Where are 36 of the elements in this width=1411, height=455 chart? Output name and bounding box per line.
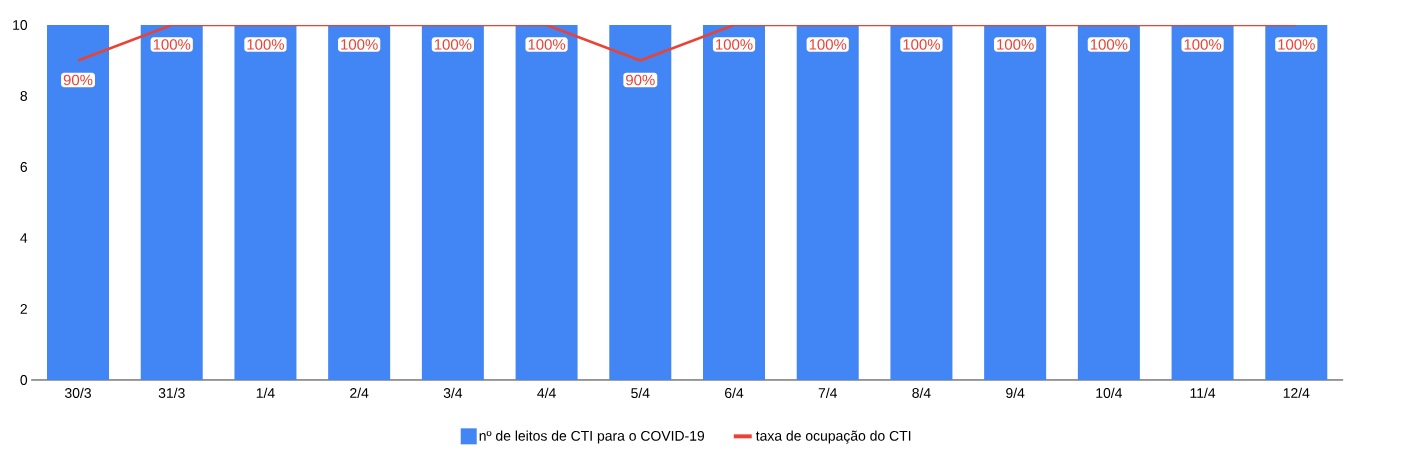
data-label: 90% [63, 74, 93, 86]
y-tick-label: 4 [20, 233, 28, 243]
x-tick-label: 5/4 [631, 387, 650, 398]
x-tick-label: 4/4 [537, 387, 556, 398]
data-label: 100% [716, 39, 753, 50]
data-label: 100% [1090, 39, 1128, 50]
data-label: 100% [247, 39, 285, 50]
legend-label: taxa de ocupação do CTI [755, 430, 911, 444]
legend-label: nº de leitos de CTI para o COVID-19 [479, 430, 705, 444]
x-tick-label: 8/4 [912, 387, 931, 398]
y-tick-label: 8 [20, 91, 28, 101]
data-label: 100% [1184, 39, 1222, 50]
x-tick-label: 2/4 [350, 387, 369, 398]
x-tick-label: 31/3 [158, 387, 185, 398]
x-tick-label: 12/4 [1283, 387, 1310, 398]
data-label: 100% [434, 39, 472, 50]
x-tick-label: 3/4 [443, 387, 463, 398]
data-label: 100% [809, 39, 847, 50]
data-label: 100% [341, 39, 378, 50]
y-tick-label: 6 [20, 162, 28, 172]
x-tick-label: 6/4 [725, 387, 744, 398]
data-label: 100% [528, 39, 566, 50]
x-tick-label: 11/4 [1190, 387, 1216, 398]
data-label: 90% [626, 74, 655, 86]
x-tick-label: 9/4 [1006, 387, 1025, 398]
y-tick-label: 10 [13, 20, 28, 30]
data-label: 100% [153, 39, 191, 50]
y-tick-label: 0 [20, 375, 28, 385]
x-tick-label: 30/3 [64, 387, 91, 398]
data-label: 100% [1278, 39, 1315, 50]
data-label: 100% [997, 39, 1034, 50]
x-tick-label: 7/4 [818, 387, 837, 398]
x-tick-label: 10/4 [1096, 387, 1123, 398]
y-tick-label: 2 [20, 304, 27, 314]
data-label: 100% [903, 39, 940, 50]
x-tick-label: 1/4 [256, 387, 275, 398]
